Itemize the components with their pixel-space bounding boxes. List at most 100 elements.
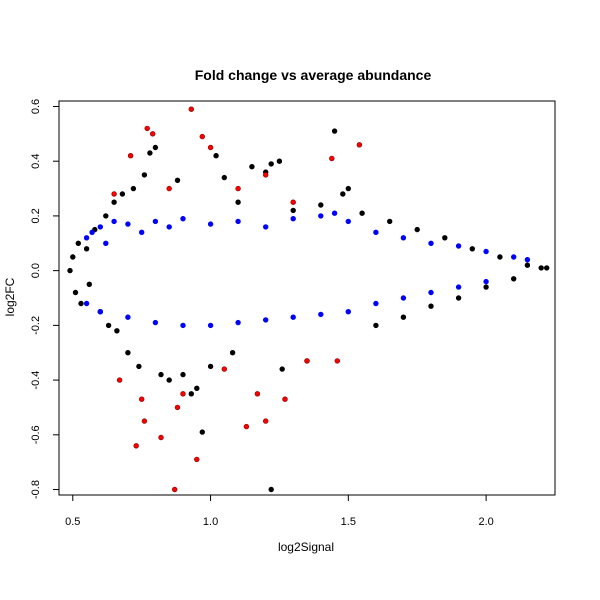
data-point-blue: [97, 224, 104, 230]
data-point-blue: [263, 224, 269, 230]
data-point-black: [78, 300, 84, 307]
y-tick-label: 0.2: [30, 208, 42, 223]
data-point-red: [133, 443, 139, 449]
data-point-blue: [235, 218, 241, 225]
data-point-black: [111, 199, 117, 205]
data-point-black: [194, 385, 200, 391]
data-point-black: [147, 150, 153, 156]
data-point-blue: [125, 314, 131, 320]
data-point-black: [86, 281, 93, 287]
data-point-black: [166, 377, 172, 383]
data-point-black: [130, 185, 137, 192]
data-point-black: [83, 246, 90, 252]
data-point-blue: [428, 289, 434, 296]
data-point-black: [483, 284, 489, 290]
data-point-blue: [428, 240, 434, 247]
data-point-red: [199, 133, 206, 140]
data-point-red: [290, 199, 296, 205]
data-point-black: [538, 265, 544, 271]
data-point-red: [194, 456, 200, 463]
data-point-blue: [207, 221, 214, 227]
data-point-black: [268, 486, 274, 493]
data-point-red: [334, 358, 340, 364]
data-point-black: [497, 254, 503, 260]
data-point-blue: [152, 218, 159, 225]
data-point-black: [152, 144, 159, 151]
data-point-blue: [83, 235, 90, 241]
data-point-black: [213, 153, 219, 159]
data-point-black: [331, 128, 338, 134]
y-tick-label: 0.4: [30, 154, 42, 169]
data-point-blue: [318, 311, 324, 318]
y-tick-label: -0.8: [30, 480, 42, 499]
data-point-black: [105, 322, 112, 329]
data-point-blue: [455, 243, 462, 249]
y-tick-label: 0.6: [30, 99, 42, 114]
data-point-black: [373, 322, 379, 329]
data-point-black: [524, 262, 531, 268]
data-point-red: [141, 418, 148, 424]
data-point-blue: [290, 314, 296, 320]
data-point-black: [180, 371, 186, 378]
x-axis: 0.5 1.0 1.5 2.0: [65, 494, 494, 528]
data-point-black: [75, 240, 82, 247]
data-point-red: [263, 172, 269, 178]
data-point-blue: [207, 322, 214, 329]
y-axis-label: log2FC: [3, 277, 17, 316]
data-point-black: [229, 350, 236, 356]
data-point-blue: [290, 216, 296, 222]
data-point-black: [279, 366, 285, 372]
data-point-black: [340, 191, 346, 197]
data-point-red: [254, 391, 261, 397]
data-point-red: [158, 434, 164, 441]
data-point-black: [67, 267, 73, 274]
data-point-black: [119, 191, 126, 197]
x-tick-label: 2.0: [478, 516, 493, 528]
data-point-black: [345, 185, 351, 192]
x-tick-label: 1.0: [203, 516, 218, 528]
data-point-red: [282, 396, 288, 402]
chart-title: Fold change vs average abundance: [195, 67, 432, 83]
data-point-black: [318, 202, 324, 208]
data-point-blue: [235, 319, 241, 326]
data-point-black: [125, 350, 131, 356]
data-point-red: [139, 396, 145, 402]
data-point-blue: [89, 229, 95, 236]
data-point-blue: [97, 309, 104, 315]
data-point-red: [188, 106, 195, 112]
data-point-black: [249, 164, 255, 170]
data-point-blue: [524, 257, 531, 263]
data-point-black: [199, 429, 206, 435]
data-point-black: [511, 276, 517, 282]
data-point-black: [158, 371, 164, 378]
data-point-blue: [83, 300, 90, 307]
data-point-red: [144, 125, 150, 132]
data-point-red: [111, 191, 117, 197]
data-point-red: [180, 391, 186, 397]
data-point-blue: [345, 309, 351, 315]
y-tick-label: 0.0: [30, 263, 42, 278]
data-point-red: [263, 418, 269, 424]
data-point-red: [329, 155, 335, 162]
data-point-red: [166, 185, 172, 192]
data-point-black: [359, 210, 365, 216]
x-tick-label: 0.5: [65, 516, 80, 528]
data-point-black: [455, 295, 462, 301]
points-layer: [67, 106, 550, 493]
data-point-red: [127, 153, 134, 159]
data-point-blue: [400, 235, 407, 241]
data-point-black: [136, 363, 142, 370]
data-point-blue: [180, 216, 186, 222]
data-point-black: [221, 174, 228, 181]
data-point-red: [304, 358, 310, 364]
data-point-blue: [152, 319, 159, 326]
data-point-red: [174, 404, 181, 411]
data-point-red: [207, 144, 214, 151]
data-point-black: [414, 226, 420, 233]
data-point-red: [221, 366, 228, 372]
y-tick-label: -0.6: [30, 425, 42, 444]
data-point-black: [268, 161, 274, 167]
data-point-blue: [331, 210, 338, 216]
data-point-blue: [111, 218, 117, 225]
